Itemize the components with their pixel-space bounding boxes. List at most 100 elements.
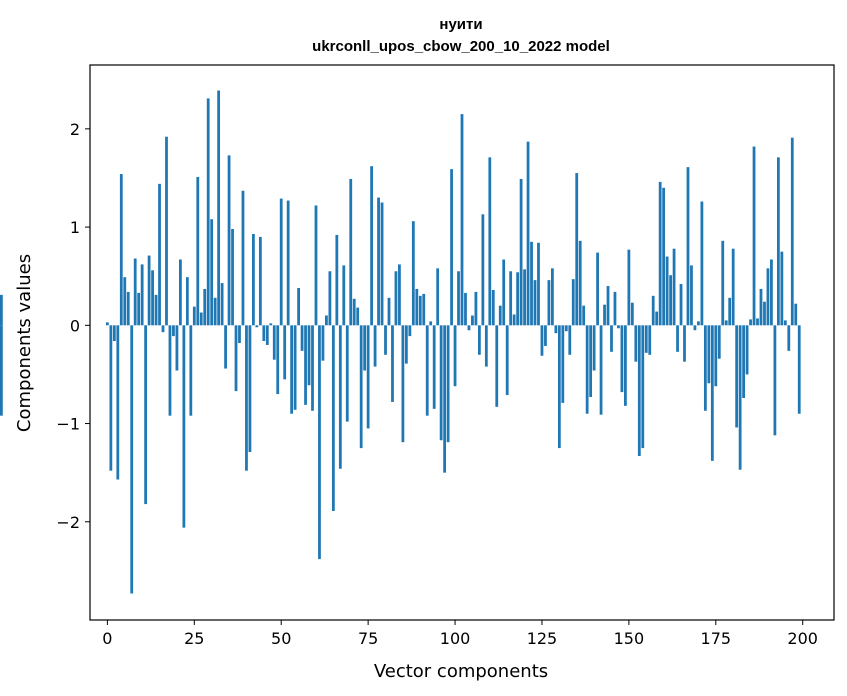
bar — [314, 205, 318, 326]
bar — [669, 275, 672, 326]
x-tick-label: 100 — [440, 629, 471, 648]
bar — [370, 166, 373, 326]
bar — [279, 198, 283, 326]
bar — [429, 321, 433, 326]
bar — [203, 288, 207, 326]
bar — [109, 325, 113, 471]
bar — [582, 305, 586, 326]
bar — [387, 297, 391, 326]
bar — [373, 325, 377, 367]
bar — [331, 325, 335, 511]
bar — [0, 325, 3, 416]
bar — [276, 325, 280, 395]
bar — [213, 297, 217, 326]
bar — [530, 241, 533, 326]
bar — [512, 314, 516, 326]
bar — [123, 277, 127, 326]
x-tick-label: 25 — [184, 629, 204, 648]
x-tick-label: 150 — [614, 629, 645, 648]
bar — [509, 271, 513, 326]
bar — [158, 183, 161, 326]
bar — [544, 325, 547, 346]
bar — [703, 325, 707, 411]
bar — [224, 325, 227, 369]
bar — [783, 320, 787, 326]
bar — [391, 325, 394, 402]
bar — [658, 181, 662, 326]
bar — [523, 269, 526, 326]
bar — [140, 264, 144, 326]
bar — [408, 325, 412, 337]
bar — [495, 325, 499, 407]
bar — [464, 292, 467, 326]
bar — [592, 325, 596, 371]
x-tick-label: 175 — [701, 629, 732, 648]
y-tick-label: 0 — [70, 316, 80, 335]
bar — [446, 325, 450, 443]
bar — [596, 252, 599, 326]
bar — [488, 157, 492, 326]
bar — [185, 277, 189, 326]
bar — [338, 325, 342, 469]
bar — [749, 319, 752, 326]
bar — [192, 306, 196, 326]
bar — [112, 325, 116, 342]
y-tick-label: −1 — [56, 415, 80, 434]
bar — [269, 323, 273, 326]
bar — [477, 325, 481, 355]
bar — [105, 322, 109, 326]
bar — [255, 325, 259, 328]
chart-title-line1: нуити — [439, 16, 482, 33]
bar — [773, 325, 777, 436]
bar — [620, 325, 624, 393]
bar — [766, 268, 770, 326]
bar — [0, 294, 3, 326]
bar — [547, 280, 551, 326]
bar — [578, 240, 582, 326]
x-tick-label: 75 — [358, 629, 378, 648]
bar — [627, 249, 631, 326]
bar — [714, 325, 718, 387]
bar — [415, 288, 419, 326]
bar — [321, 325, 325, 361]
x-tick-label: 0 — [102, 629, 112, 648]
x-axis-ticks: 0 25 50 75 100 125 150 175 200 — [102, 620, 818, 648]
bar — [742, 325, 745, 398]
y-axis-ticks: −2 −1 0 1 2 — [56, 120, 90, 532]
bar — [554, 325, 558, 334]
bar — [342, 265, 346, 326]
bar — [404, 325, 408, 364]
bar — [297, 287, 300, 326]
bar — [655, 311, 659, 326]
x-tick-label: 50 — [271, 629, 291, 648]
bar — [551, 268, 554, 326]
bar — [179, 259, 182, 326]
bar — [617, 325, 620, 329]
bar — [585, 325, 589, 414]
bar — [450, 169, 453, 326]
bar — [575, 173, 579, 326]
bar — [505, 325, 509, 396]
bar — [710, 325, 714, 461]
bar — [568, 325, 572, 355]
bar — [606, 286, 610, 326]
bar — [245, 325, 248, 471]
bar — [352, 298, 356, 326]
bar — [603, 304, 606, 326]
bar — [467, 325, 471, 331]
y-tick-label: 1 — [70, 218, 80, 237]
bar — [651, 295, 655, 326]
bar — [610, 325, 613, 352]
bar — [307, 325, 311, 386]
bar — [165, 136, 168, 326]
bar — [728, 297, 732, 326]
bar — [126, 291, 130, 326]
bar — [363, 325, 367, 371]
bar — [411, 221, 415, 326]
bar — [707, 325, 711, 384]
bar — [345, 325, 349, 422]
bar — [335, 234, 339, 326]
bar — [481, 214, 485, 326]
bar — [738, 325, 742, 470]
